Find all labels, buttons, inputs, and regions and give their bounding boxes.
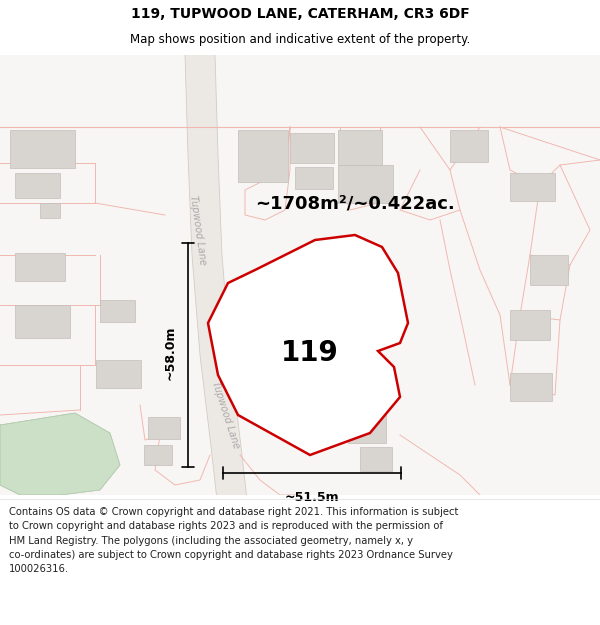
Bar: [40, 203, 60, 218]
Bar: [15, 173, 60, 198]
Text: ~51.5m: ~51.5m: [284, 491, 340, 504]
Text: 119, TUPWOOD LANE, CATERHAM, CR3 6DF: 119, TUPWOOD LANE, CATERHAM, CR3 6DF: [131, 7, 469, 21]
Bar: [148, 417, 180, 439]
Bar: [530, 255, 568, 285]
Bar: [275, 350, 330, 392]
Bar: [100, 300, 135, 322]
Bar: [510, 310, 550, 340]
Polygon shape: [0, 413, 120, 495]
Text: ~1708m²/~0.422ac.: ~1708m²/~0.422ac.: [255, 194, 455, 212]
Bar: [295, 167, 333, 189]
Bar: [15, 253, 65, 281]
Bar: [338, 165, 393, 203]
Bar: [96, 360, 141, 388]
Text: Tupwood Lane: Tupwood Lane: [188, 194, 208, 266]
Bar: [290, 133, 334, 163]
Text: 119: 119: [281, 339, 339, 367]
Bar: [450, 130, 488, 162]
Text: Contains OS data © Crown copyright and database right 2021. This information is : Contains OS data © Crown copyright and d…: [9, 507, 458, 574]
Bar: [510, 173, 555, 201]
Text: ~58.0m: ~58.0m: [163, 326, 176, 380]
Text: Map shows position and indicative extent of the property.: Map shows position and indicative extent…: [130, 33, 470, 46]
Bar: [15, 305, 70, 338]
Bar: [348, 413, 386, 443]
Bar: [360, 447, 392, 471]
Bar: [10, 130, 75, 168]
Bar: [144, 445, 172, 465]
Bar: [238, 130, 288, 182]
Polygon shape: [208, 235, 408, 455]
Text: Tupwood Lane: Tupwood Lane: [211, 380, 242, 450]
Bar: [338, 130, 382, 165]
Bar: [510, 373, 552, 401]
Polygon shape: [185, 55, 252, 545]
